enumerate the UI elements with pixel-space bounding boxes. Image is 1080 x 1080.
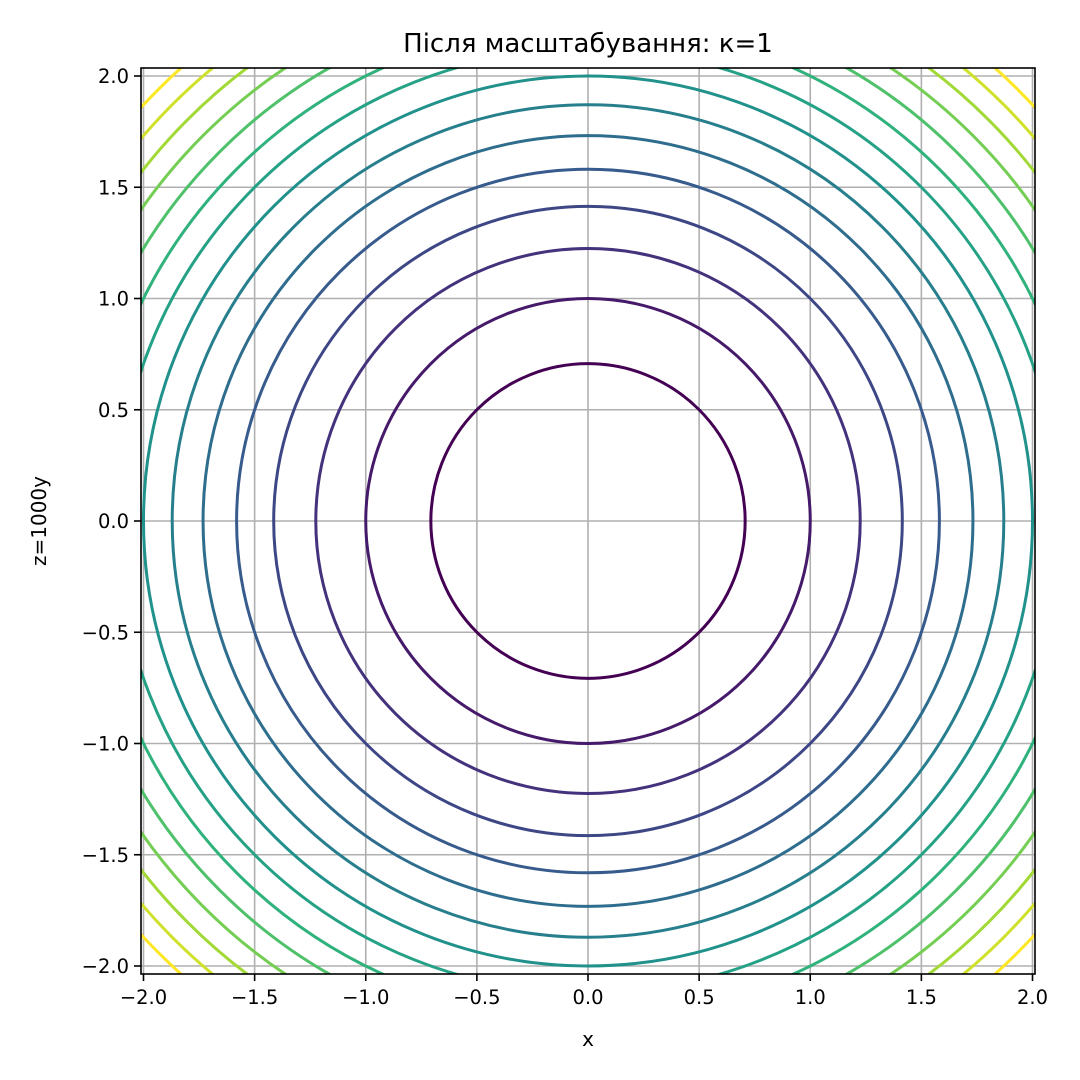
x-axis-label: x [582, 1027, 594, 1051]
contour-level-3 [272, 204, 904, 838]
y-tick-label: 2.0 [98, 65, 129, 88]
chart-title: Після масштабування: к=1 [403, 29, 773, 59]
y-tick-label: 1.5 [98, 176, 129, 199]
y-axis-ticks: −2.0 −1.5 −1.0 −0.5 0.0 0.5 1.0 1.5 2.0 [82, 65, 141, 978]
y-tick-label: 1.0 [98, 288, 129, 311]
x-tick-label: −0.5 [453, 986, 500, 1009]
contour-level-5 [201, 134, 975, 908]
x-tick-label: 2.0 [1017, 986, 1048, 1009]
contour-level-6 [170, 103, 1006, 939]
contour-level-7 [142, 74, 1034, 968]
contour-level-2 [314, 246, 862, 796]
x-tick-label: 1.0 [795, 986, 826, 1009]
y-tick-label: −2.0 [82, 955, 129, 978]
y-tick-label: 0.0 [98, 510, 129, 533]
x-tick-label: 1.5 [906, 986, 937, 1009]
x-tick-label: −1.5 [231, 986, 278, 1009]
contour-level-0 [429, 362, 747, 680]
x-tick-label: 0.0 [572, 986, 603, 1009]
y-tick-label: −0.5 [82, 621, 129, 644]
y-tick-label: 0.5 [98, 399, 129, 422]
x-tick-label: −2.0 [120, 986, 167, 1009]
y-tick-label: −1.0 [82, 733, 129, 756]
contour-level-4 [235, 167, 941, 875]
x-axis-ticks: −2.0 −1.5 −1.0 −0.5 0.0 0.5 1.0 1.5 2.0 [120, 974, 1048, 1009]
y-axis-label: z=1000y [27, 476, 51, 566]
contour-level-1 [364, 297, 812, 745]
y-tick-label: −1.5 [82, 844, 129, 867]
x-tick-label: −1.0 [342, 986, 389, 1009]
x-tick-label: 0.5 [684, 986, 715, 1009]
